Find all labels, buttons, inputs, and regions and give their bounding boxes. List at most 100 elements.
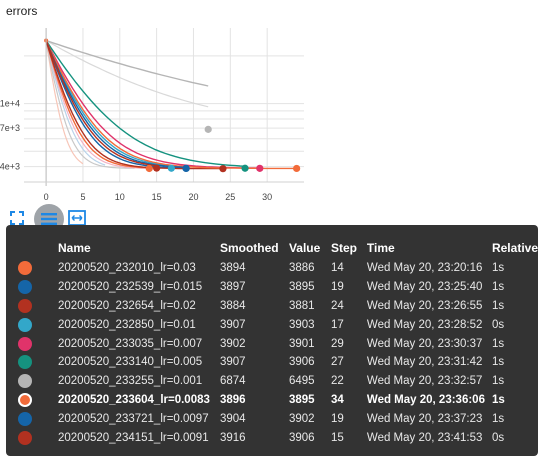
faint-series-line xyxy=(45,40,84,165)
color-dot-icon xyxy=(18,430,32,445)
faint-series-line xyxy=(45,40,135,169)
chart-axes: 1e+4 7e+3 4e+3 0 5 10 15 20 25 30 xyxy=(0,28,304,200)
step-value: 27 xyxy=(330,356,344,369)
smoothed-value: 3916 xyxy=(219,431,246,444)
tooltip-row: 20200520_232539_lr=0.015 3897 3895 19 Wed Ma… xyxy=(6,278,538,297)
raw-value: 3895 xyxy=(288,393,315,406)
raw-value: 3906 xyxy=(288,431,315,444)
run-name: 20200520_232539_lr=0.015 xyxy=(57,281,203,294)
tooltip-row: 20200520_233604_lr=0.0083 3896 3895 34 Wed M… xyxy=(6,391,538,410)
relative-value: 1s xyxy=(491,356,505,369)
time-value: Wed May 20, 23:26:55 xyxy=(366,299,483,312)
series-color-dot xyxy=(6,428,58,447)
series-end-marker xyxy=(167,164,175,172)
step-value: 15 xyxy=(330,431,344,444)
x-tick-label: 30 xyxy=(262,192,272,200)
x-tick-label: 5 xyxy=(80,192,85,200)
faint-series-line xyxy=(45,39,209,108)
run-name: 20200520_234151_lr=0.0091 xyxy=(57,431,209,444)
y-tick-label: 7e+3 xyxy=(0,123,20,133)
x-tick-label: 20 xyxy=(188,192,198,200)
x-tick-label: 25 xyxy=(225,192,235,200)
smoothed-value: 6874 xyxy=(219,375,246,388)
tooltip-row: 20200520_233140_lr=0.005 3907 3906 27 Wed Ma… xyxy=(6,353,538,372)
series-end-marker xyxy=(219,165,227,173)
series-end-marker xyxy=(241,164,249,172)
color-dot-icon xyxy=(18,355,32,370)
run-name: 20200520_233604_lr=0.0083 xyxy=(57,393,210,406)
smoothed-value: 3894 xyxy=(219,262,246,275)
tooltip-row: 20200520_232850_lr=0.01 3907 3903 17 Wed May… xyxy=(6,315,538,334)
relative-value: 0s xyxy=(491,318,505,331)
smoothed-value: 3907 xyxy=(219,356,246,369)
faint-series-line xyxy=(45,40,106,166)
series-color-dot xyxy=(6,334,58,353)
raw-value: 3886 xyxy=(288,262,315,275)
color-dot-icon xyxy=(18,261,32,276)
series-line xyxy=(45,39,209,87)
run-name: 20200520_232850_lr=0.01 xyxy=(57,318,196,331)
step-value: 17 xyxy=(330,318,344,331)
fullscreen-icon[interactable] xyxy=(8,209,26,227)
series-color-dot xyxy=(6,297,58,316)
header-color xyxy=(6,237,58,259)
color-dot-icon xyxy=(18,336,32,351)
relative-value: 1s xyxy=(491,393,505,406)
raw-value: 3901 xyxy=(288,337,315,350)
smoothed-value: 3902 xyxy=(219,337,246,350)
series-line xyxy=(45,40,172,167)
relative-value: 1s xyxy=(491,375,505,388)
run-name: 20200520_233140_lr=0.005 xyxy=(57,356,203,369)
relative-value: 1s xyxy=(491,262,505,275)
color-dot-icon xyxy=(18,392,32,407)
y-tick-label: 4e+3 xyxy=(0,162,20,172)
relative-value: 1s xyxy=(491,299,505,312)
step-value: 19 xyxy=(330,281,344,294)
run-name: 20200520_233255_lr=0.001 xyxy=(57,375,203,388)
x-tick-label: 10 xyxy=(115,192,125,200)
series-line xyxy=(45,40,187,169)
color-dot-icon xyxy=(18,317,32,332)
tooltip-row: 20200520_232010_lr=0.03 3894 3886 14 Wed May… xyxy=(6,259,538,278)
color-dot-icon xyxy=(18,374,32,389)
tooltip-row: 20200520_233035_lr=0.007 3902 3901 29 Wed Ma… xyxy=(6,334,538,353)
errors-chart: 1e+4 7e+3 4e+3 0 5 10 15 20 25 30 xyxy=(0,28,304,200)
series-end-marker xyxy=(204,125,212,133)
series-color-dot xyxy=(6,391,58,410)
step-value: 22 xyxy=(330,375,344,388)
series-line xyxy=(45,40,157,167)
series-end-marker xyxy=(293,164,301,173)
smoothed-value: 3907 xyxy=(219,318,246,331)
color-dot-icon xyxy=(18,411,32,426)
run-name: 20200520_233035_lr=0.007 xyxy=(57,337,203,350)
series-end-marker xyxy=(153,164,161,172)
faint-series-line xyxy=(45,40,150,169)
series-end-marker xyxy=(256,164,264,172)
tooltip-row: 20200520_233721_lr=0.0097 3904 3902 19 Wed M… xyxy=(6,409,538,428)
series-color-dot xyxy=(6,315,58,334)
time-value: Wed May 20, 23:20:16 xyxy=(366,262,483,275)
step-value: 34 xyxy=(330,393,344,406)
series-color-dot xyxy=(6,372,58,391)
header-value: Value xyxy=(288,241,321,255)
raw-value: 3902 xyxy=(288,412,315,425)
smoothed-value: 3884 xyxy=(219,299,246,312)
marker-group xyxy=(44,38,301,173)
time-value: Wed May 20, 23:36:06 xyxy=(366,393,485,406)
faint-series-group xyxy=(45,39,209,169)
time-value: Wed May 20, 23:25:40 xyxy=(366,281,483,294)
series-color-dot xyxy=(6,409,58,428)
step-value: 24 xyxy=(330,299,344,312)
raw-value: 3895 xyxy=(288,281,315,294)
raw-value: 3903 xyxy=(288,318,315,331)
raw-value: 3906 xyxy=(288,356,315,369)
header-time: Time xyxy=(366,241,395,255)
tooltip-table: Name Smoothed Value Step Time Relative 2… xyxy=(6,237,538,447)
series-line xyxy=(45,40,187,168)
header-name: Name xyxy=(57,241,91,255)
relative-value: 1s xyxy=(491,412,505,425)
color-dot-icon xyxy=(18,280,32,295)
series-line xyxy=(45,40,150,169)
header-relative: Relative xyxy=(491,241,538,255)
x-tick-label: 15 xyxy=(152,192,162,200)
